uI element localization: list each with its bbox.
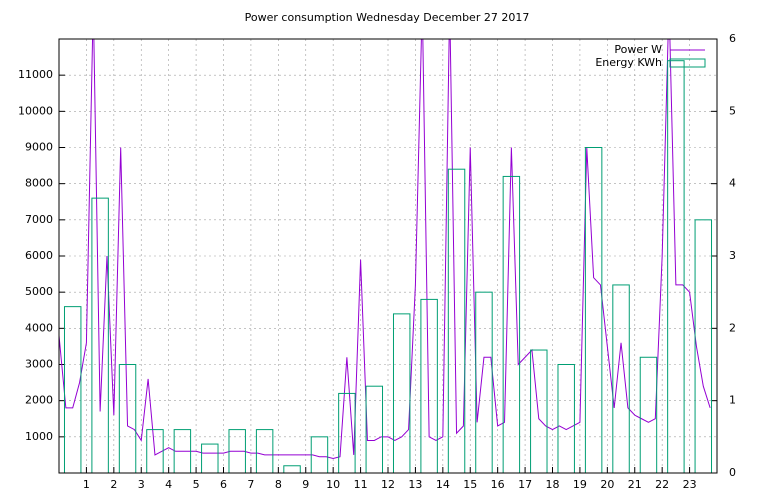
x-tick-label: 7	[247, 478, 254, 491]
plot-area	[59, 39, 713, 473]
y2-tick-label: 1	[729, 394, 736, 407]
x-tick-label: 8	[275, 478, 282, 491]
y2-tick-label: 0	[729, 466, 736, 479]
y2-tick-label: 5	[729, 104, 736, 117]
x-tick-label: 22	[655, 478, 669, 491]
y-tick-label: 4000	[25, 321, 53, 334]
y-tick-label: 11000	[18, 68, 53, 81]
x-tick-label: 4	[165, 478, 172, 491]
x-tick-label: 14	[436, 478, 450, 491]
legend-label: Power W	[614, 43, 662, 56]
x-tick-label: 21	[628, 478, 642, 491]
energy-box	[63, 306, 82, 473]
x-tick-label: 16	[491, 478, 505, 491]
energy-box	[228, 429, 246, 473]
x-tick-label: 6	[220, 478, 227, 491]
energy-box	[365, 385, 384, 473]
y-tick-label: 10000	[18, 104, 53, 117]
energy-box	[201, 443, 219, 473]
plot-border	[58, 38, 718, 474]
y2-tick-label: 2	[729, 321, 736, 334]
x-tick-label: 11	[354, 478, 368, 491]
y-tick-label: 2000	[25, 394, 53, 407]
x-tick-label: 17	[518, 478, 532, 491]
x-tick-label: 23	[683, 478, 697, 491]
energy-box	[502, 175, 521, 473]
y-tick-label: 1000	[25, 430, 53, 443]
y-tick-label: 6000	[25, 249, 53, 262]
energy-box	[91, 197, 109, 473]
x-tick-label: 10	[326, 478, 340, 491]
y-tick-label: 3000	[25, 358, 53, 371]
energy-box	[118, 364, 137, 473]
legend-swatch	[669, 58, 706, 68]
y-tick-label: 5000	[25, 285, 53, 298]
y2-tick-label: 4	[729, 177, 736, 190]
energy-box	[146, 429, 164, 473]
x-tick-label: 12	[381, 478, 395, 491]
y2-tick-label: 3	[729, 249, 736, 262]
y2-tick-label: 6	[729, 32, 736, 45]
x-tick-label: 5	[193, 478, 200, 491]
energy-box	[392, 313, 411, 473]
x-tick-label: 2	[110, 478, 117, 491]
legend-label: Energy KWh	[595, 56, 662, 69]
x-tick-label: 9	[302, 478, 309, 491]
chart-title: Power consumption Wednesday December 27 …	[245, 11, 530, 24]
energy-box	[694, 219, 713, 473]
y-tick-label: 9000	[25, 141, 53, 154]
energy-box	[310, 436, 329, 473]
energy-box	[173, 429, 192, 473]
x-tick-label: 19	[573, 478, 587, 491]
energy-box	[584, 147, 603, 473]
x-tick-label: 15	[463, 478, 477, 491]
energy-box	[557, 364, 575, 473]
x-tick-label: 1	[83, 478, 90, 491]
x-tick-label: 13	[408, 478, 422, 491]
energy-box	[255, 429, 274, 473]
x-tick-label: 18	[546, 478, 560, 491]
x-tick-label: 3	[138, 478, 145, 491]
y-tick-label: 7000	[25, 213, 53, 226]
energy-box	[420, 298, 438, 473]
x-tick-label: 20	[600, 478, 614, 491]
y-tick-label: 8000	[25, 177, 53, 190]
